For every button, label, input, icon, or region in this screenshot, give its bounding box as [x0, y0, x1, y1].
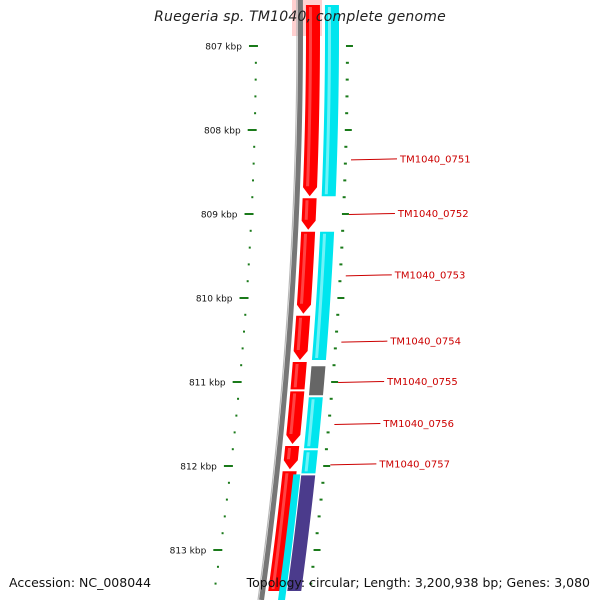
forward-gene-shading-5 [289, 393, 297, 434]
forward-strand-track [268, 5, 320, 591]
reverse-gene-feature-2[interactable] [308, 366, 326, 396]
forward-gene-shading-1 [304, 200, 309, 220]
gene-label-leader-3 [341, 340, 388, 343]
tick-label-1: 808 kbp [204, 127, 241, 137]
forward-gene-shading-0 [306, 7, 312, 187]
tick-label-5: 812 kbp [180, 463, 217, 473]
gene-label-4[interactable]: TM1040_0755 [386, 377, 458, 388]
map-title: Ruegeria sp. TM1040, complete genome [154, 9, 446, 25]
reverse-strand-track [277, 5, 339, 600]
forward-gene-feature-0[interactable] [303, 5, 320, 197]
reverse-gene-shading-0 [324, 7, 331, 195]
forward-gene-feature-3[interactable] [293, 315, 311, 360]
accession-text: Accession: NC_008044 [9, 575, 152, 590]
forward-gene-shading-6 [286, 448, 292, 460]
forward-gene-shading-7 [271, 473, 289, 589]
reverse-gene-feature-5[interactable] [287, 475, 316, 591]
forward-gene-shading-2 [300, 233, 308, 304]
reverse-gene-shading-4 [304, 452, 310, 472]
forward-gene-feature-1[interactable] [301, 198, 317, 230]
gene-label-layer: TM1040_0751 TM1040_0752 TM1040_0753 TM1040_… [330, 154, 471, 470]
backbone-line [259, 0, 304, 600]
forward-gene-feature-4[interactable] [290, 362, 307, 390]
reverse-gene-shading-3 [307, 399, 315, 447]
reverse-gene-shading-1 [315, 233, 327, 358]
tick-label-0: 807 kbp [205, 43, 242, 53]
gene-label-leader-6 [330, 463, 377, 466]
gene-label-leader-2 [345, 274, 392, 277]
forward-gene-shading-4 [293, 364, 299, 388]
gene-label-5[interactable]: TM1040_0756 [382, 419, 454, 430]
reverse-gene-feature-adjacent[interactable] [277, 474, 301, 600]
tick-label-4: 811 kbp [189, 379, 226, 389]
genome-summary-text: Topology: circular; Length: 3,200,938 bp… [246, 575, 590, 590]
reverse-gene-feature-4[interactable] [301, 450, 318, 474]
gene-label-leader-4 [338, 381, 385, 383]
gene-label-0[interactable]: TM1040_0751 [399, 154, 471, 165]
gene-label-leader-1 [348, 213, 395, 215]
gene-label-3[interactable]: TM1040_0754 [389, 337, 461, 348]
gene-label-leader-0 [350, 158, 398, 161]
forward-gene-feature-6[interactable] [283, 446, 300, 470]
gene-label-2[interactable]: TM1040_0753 [394, 270, 466, 281]
gene-label-leader-5 [334, 423, 381, 425]
tick-label-3: 810 kbp [196, 295, 233, 305]
scale-ruler: 807 kbp 808 kbp 809 kbp 810 kbp 811 kbp 812 k… [170, 43, 353, 585]
gene-label-1[interactable]: TM1040_0752 [397, 209, 469, 220]
gene-label-6[interactable]: TM1040_0757 [378, 459, 450, 470]
forward-gene-shading-3 [296, 317, 303, 350]
genome-backbone [257, 0, 304, 600]
tick-label-6: 813 kbp [170, 547, 207, 557]
backbone-edge-line [257, 0, 298, 600]
tick-label-2: 809 kbp [201, 211, 238, 221]
